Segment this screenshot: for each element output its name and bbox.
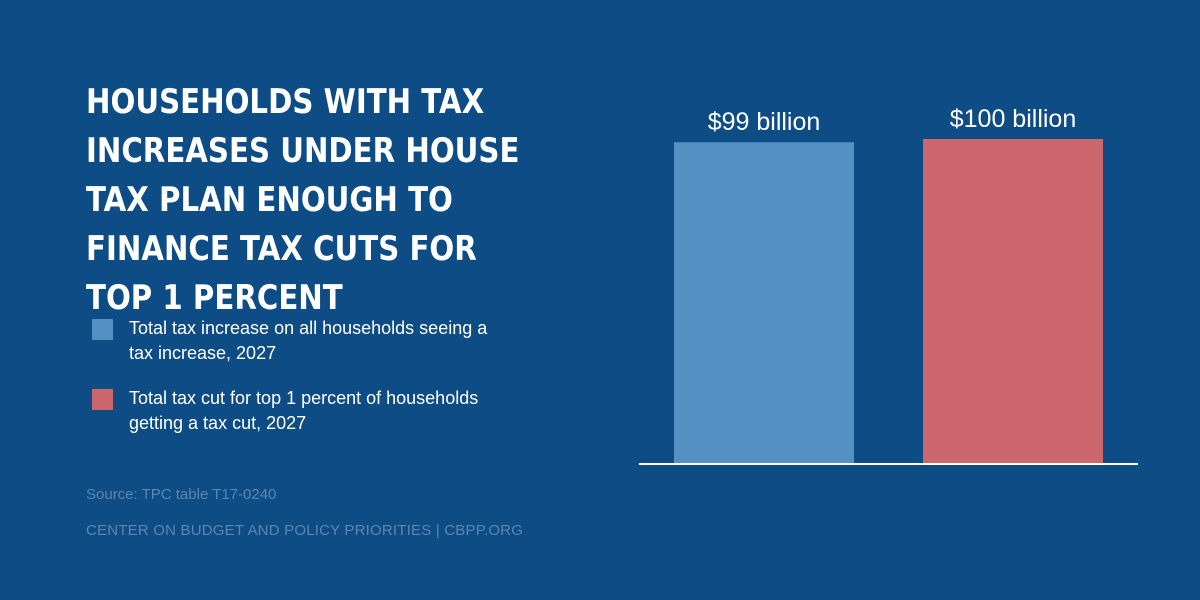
bar-tax-cut [923, 139, 1103, 463]
bar-value-label-tax-increase: $99 billion [708, 108, 821, 136]
source-note: Source: TPC table T17-0240 [86, 486, 277, 503]
bar-tax-increase [674, 142, 854, 464]
chart-title: Households with tax increases under Hous… [86, 82, 520, 318]
bar-value-label-tax-cut: $100 billion [950, 105, 1077, 133]
legend-label-tax-increase: Total tax increase on all households see… [129, 318, 488, 363]
legend-swatch-tax-increase [92, 319, 113, 340]
organization-credit: CENTER ON BUDGET AND POLICY PRIORITIES |… [86, 522, 524, 539]
legend-label-tax-cut: Total tax cut for top 1 percent of house… [129, 388, 479, 433]
legend-swatch-tax-cut [92, 389, 113, 410]
